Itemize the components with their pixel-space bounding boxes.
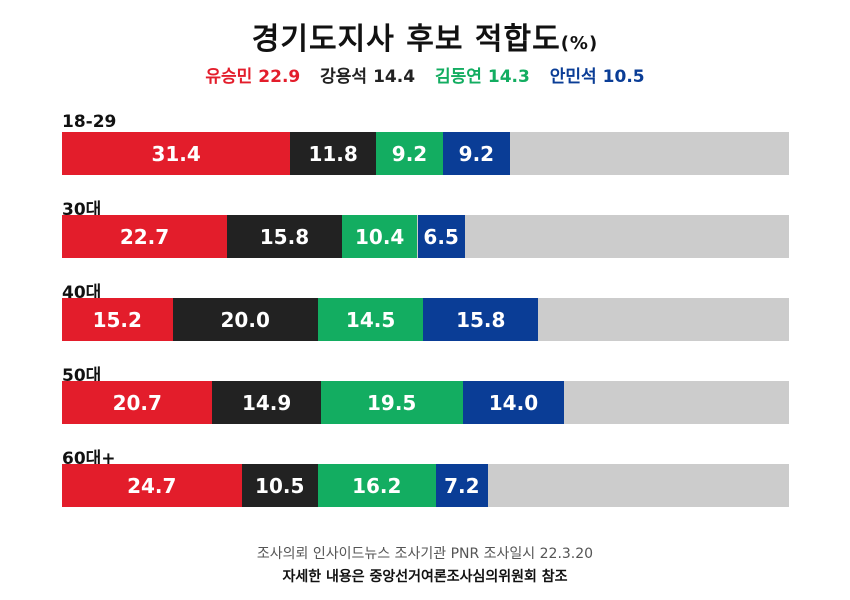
legend-value: 14.4 [373,67,416,87]
bar-segment: 6.5 [417,215,465,258]
data-label: 11.8 [308,141,358,166]
bar-track: 22.7 15.8 10.4 6.5 [62,215,789,258]
bar-segment: 16.2 [317,464,436,507]
bar-segment: 10.4 [341,215,418,258]
reference-note: 자세한 내용은 중앙선거여론조사심의위원회 참조 [282,569,568,585]
legend-item: 김동연 14.3 [435,62,530,87]
bar-track: 31.4 11.8 9.2 9.2 [62,132,789,175]
data-label: 14.0 [488,390,539,415]
legend-name: 강용석 [320,67,368,87]
row-label: 18-29 [62,112,117,132]
data-label: 6.5 [423,224,459,249]
bar-segment: 22.7 [62,215,228,258]
bar-segment: 24.7 [62,464,242,507]
chart-title-unit: (%) [560,33,599,54]
chart-title: 경기도지사 후보 적합도(%) [0,14,850,58]
data-label: 15.8 [456,307,506,332]
legend-item: 안민석 10.5 [550,62,645,87]
legend-value: 22.9 [258,67,301,87]
source-note: 조사의뢰 인사이드뉴스 조사기관 PNR 조사일시 22.3.20 [256,546,594,562]
bar-segment: 14.0 [462,381,565,424]
data-label: 16.2 [352,473,402,498]
data-label: 14.9 [241,390,292,415]
bar-track: 20.7 14.9 19.5 14.0 [62,381,789,424]
bar-segment: 10.5 [241,464,318,507]
data-label: 24.7 [127,473,177,498]
legend-name: 유승민 [205,67,253,87]
legend-value: 14.3 [487,67,530,87]
legend-value: 10.5 [602,67,645,87]
bar-segment: 9.2 [442,132,510,175]
data-label: 7.2 [444,473,480,498]
bar-segment: 15.8 [227,215,342,258]
bar-segment: 7.2 [435,464,489,507]
data-label: 22.7 [119,224,170,249]
data-label: 14.5 [345,307,396,332]
bar-track: 24.7 10.5 16.2 7.2 [62,464,789,507]
data-label: 10.4 [355,224,405,249]
bar-segment: 11.8 [290,132,377,175]
bar-segment: 15.8 [423,298,539,341]
data-label: 15.8 [259,224,310,249]
data-label: 9.2 [458,141,495,166]
stacked-bar-chart: 18-29 31.4 11.8 9.2 9.2 30대 22.7 15.8 10.4 6.5 40대… [0,112,850,522]
bar-segment: 9.2 [376,132,443,175]
bar-segment: 31.4 [62,132,291,175]
legend-name: 안민석 [549,67,597,87]
data-label: 15.2 [92,307,142,332]
legend-item: 강용석 14.4 [320,62,415,87]
bar-track: 15.2 20.0 14.5 15.8 [62,298,789,341]
data-label: 31.4 [151,141,201,166]
legend-item: 유승민 22.9 [205,62,300,87]
bar-segment: 20.0 [172,298,318,341]
bar-segment: 19.5 [320,381,463,424]
bar-segment: 14.9 [212,381,321,424]
data-label: 20.0 [220,307,270,332]
data-label: 9.2 [391,141,428,166]
bar-segment: 15.2 [62,298,173,341]
legend: 유승민 22.9 강용석 14.4 김동연 14.3 안민석 10.5 [0,62,850,87]
data-label: 19.5 [366,390,417,415]
data-label: 10.5 [255,473,305,498]
bar-segment: 20.7 [62,381,213,424]
chart-title-text: 경기도지사 후보 적합도 [251,22,561,57]
legend-name: 김동연 [434,67,482,87]
data-label: 20.7 [112,390,162,415]
bar-segment: 14.5 [317,298,424,341]
